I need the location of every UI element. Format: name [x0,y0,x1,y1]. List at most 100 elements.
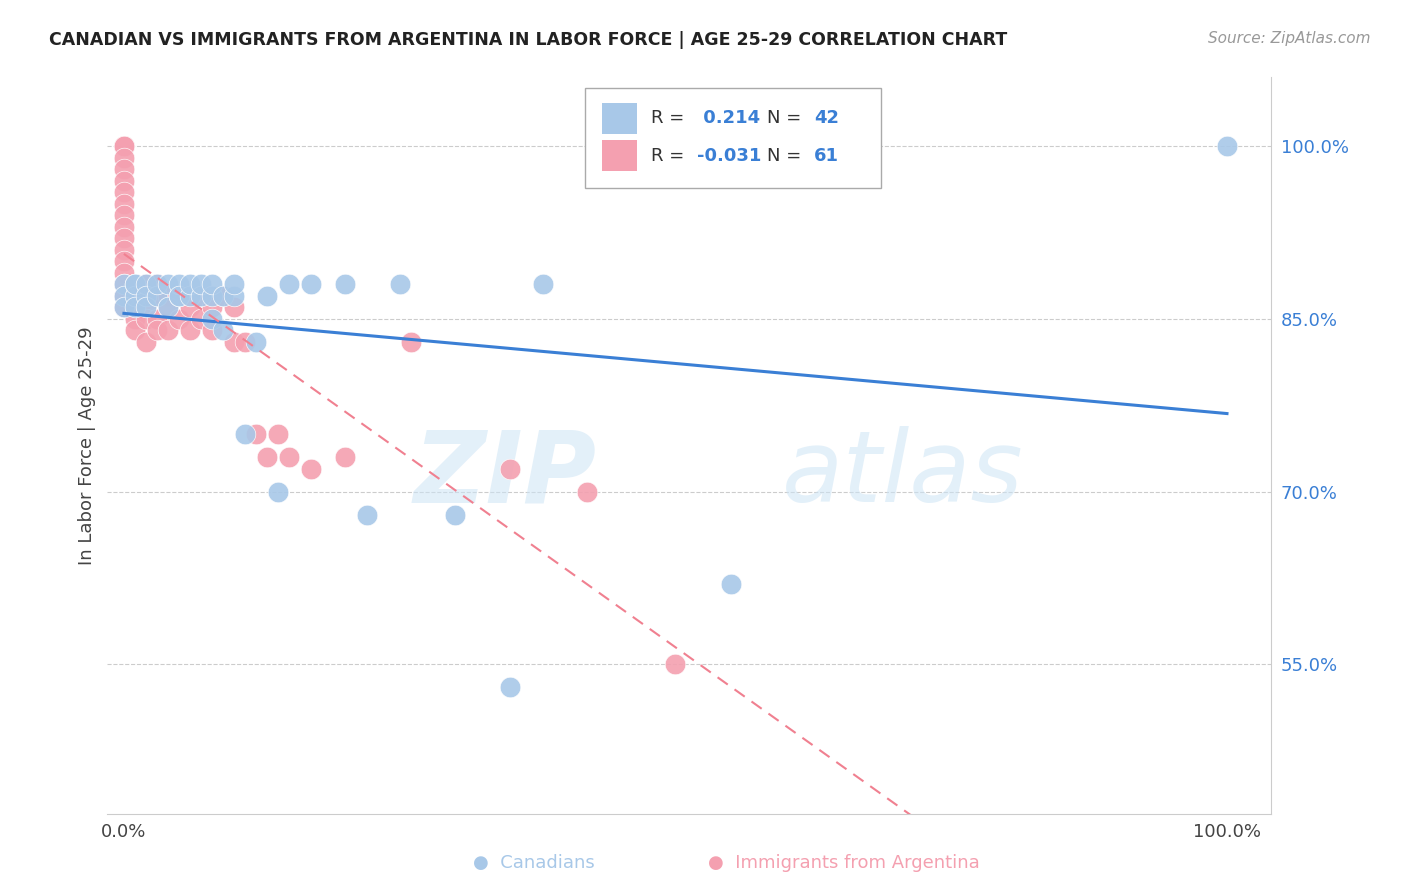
Point [124,277,146,292]
Point [157,301,180,315]
Point [1216,139,1239,153]
Point [135,277,157,292]
Point [388,277,411,292]
Point [157,277,180,292]
Point [576,484,599,499]
Point [212,289,235,303]
Point [112,186,135,200]
Point [167,312,190,326]
Point [157,324,180,338]
Point [157,289,180,303]
Point [124,301,146,315]
Point [278,277,301,292]
Point [212,324,235,338]
Point [201,277,224,292]
Point [179,289,201,303]
Text: -0.031: -0.031 [697,147,762,165]
Point [267,427,290,442]
Point [112,231,135,245]
FancyBboxPatch shape [585,88,882,188]
Point [135,289,157,303]
Point [124,277,146,292]
Point [224,301,246,315]
Point [333,277,356,292]
Point [167,277,190,292]
Point [233,334,256,349]
Point [112,301,135,315]
Point [190,312,212,326]
Text: ●  Canadians: ● Canadians [474,855,595,872]
Point [135,334,157,349]
Point [112,301,135,315]
Point [399,334,422,349]
Point [356,508,378,522]
Point [267,484,290,499]
Point [112,219,135,234]
Point [112,209,135,223]
Point [112,277,135,292]
Point [112,139,135,153]
Point [201,301,224,315]
Point [146,277,169,292]
Point [124,277,146,292]
Point [190,277,212,292]
Point [135,301,157,315]
Y-axis label: In Labor Force | Age 25-29: In Labor Force | Age 25-29 [79,326,96,565]
Point [112,151,135,165]
Point [179,301,201,315]
Point [135,312,157,326]
Point [112,243,135,257]
Bar [602,140,637,171]
Text: 61: 61 [814,147,839,165]
Point [256,289,278,303]
Point [190,289,212,303]
Point [124,324,146,338]
Point [146,289,169,303]
Point [124,277,146,292]
Text: R =: R = [651,147,690,165]
Point [146,324,169,338]
Point [146,312,169,326]
Point [112,289,135,303]
Point [146,289,169,303]
Point [112,139,135,153]
Point [499,461,522,475]
Point [201,312,224,326]
Point [224,334,246,349]
Point [212,289,235,303]
Text: N =: N = [768,109,807,127]
Point [112,139,135,153]
Point [112,197,135,211]
Point [112,254,135,268]
Point [333,450,356,464]
Point [224,289,246,303]
Point [124,301,146,315]
Point [245,427,267,442]
Point [278,450,301,464]
Point [179,277,201,292]
Text: atlas: atlas [782,426,1024,524]
Point [146,277,169,292]
Point [301,461,323,475]
Point [201,289,224,303]
Text: N =: N = [768,147,807,165]
Point [256,450,278,464]
Point [135,301,157,315]
Point [499,680,522,694]
Point [444,508,467,522]
Point [112,139,135,153]
Point [233,427,256,442]
Point [167,289,190,303]
Text: Source: ZipAtlas.com: Source: ZipAtlas.com [1208,31,1371,46]
Point [112,289,135,303]
Point [301,277,323,292]
Point [201,324,224,338]
Point [124,289,146,303]
Point [664,657,686,671]
Point [167,289,190,303]
Point [124,301,146,315]
Point [112,277,135,292]
Point [531,277,554,292]
Point [112,266,135,280]
Point [112,139,135,153]
